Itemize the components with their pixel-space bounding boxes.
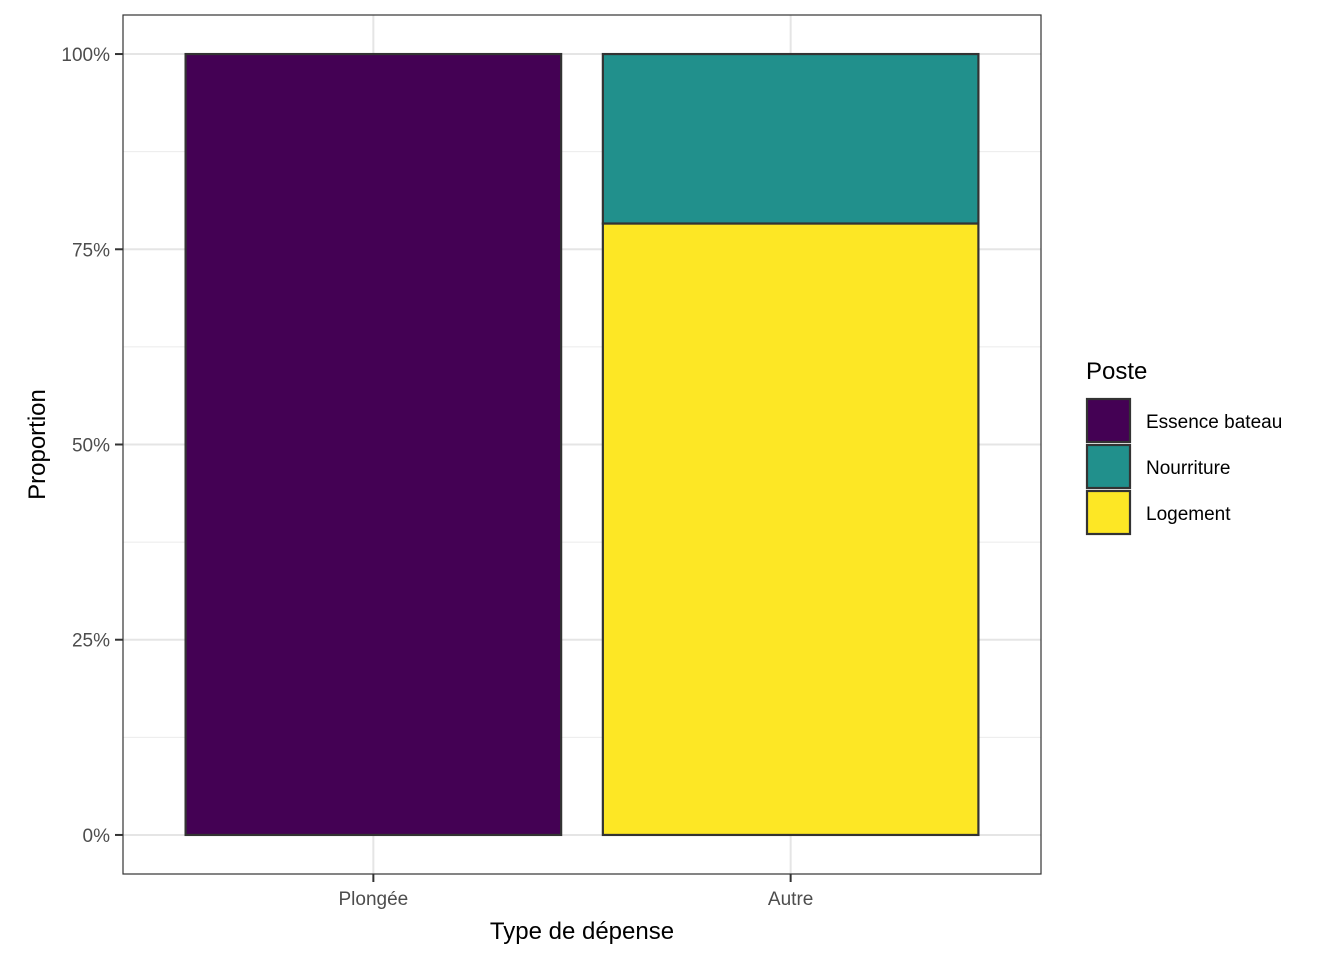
bar-autre-logement (601, 222, 980, 837)
y-axis-title: Proportion (24, 389, 51, 500)
y-tick-label: 100% (61, 45, 110, 66)
bars-layer (184, 52, 980, 837)
legend: Poste Essence bateau Nourriture Logement (1085, 358, 1282, 536)
bar-plongee-essence-bateau (184, 52, 563, 837)
y-tick-label: 0% (83, 826, 111, 847)
x-axis-title: Type de dépense (490, 918, 674, 945)
legend-label-essence-bateau: Essence bateau (1146, 412, 1282, 433)
y-tick-label: 25% (72, 631, 110, 652)
x-axis: Plongée Autre (338, 874, 813, 910)
legend-key-logement (1085, 489, 1132, 536)
legend-title: Poste (1086, 358, 1147, 385)
legend-label-logement: Logement (1146, 504, 1231, 525)
x-tick-label-autre: Autre (768, 889, 813, 910)
legend-label-nourriture: Nourriture (1146, 458, 1230, 479)
y-tick-label: 75% (72, 240, 110, 261)
y-tick-label: 50% (72, 436, 110, 457)
x-tick-label-plongee: Plongée (338, 889, 408, 910)
legend-key-nourriture (1085, 443, 1132, 490)
bar-autre-nourriture (601, 52, 980, 225)
legend-key-essence-bateau (1085, 397, 1132, 444)
y-axis: 0% 25% 50% 75% 100% (61, 45, 123, 847)
